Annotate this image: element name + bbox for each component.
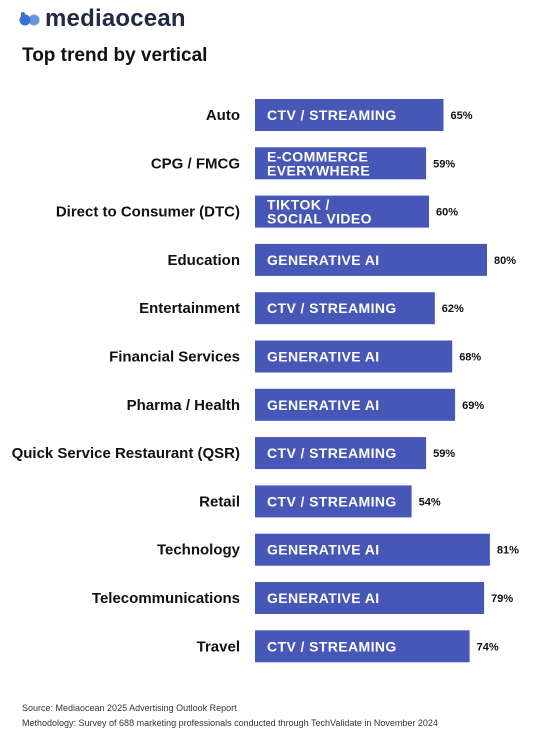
bar-trend-label: CTV / STREAMING	[267, 107, 397, 123]
bar	[255, 147, 427, 180]
value-label: 68%	[459, 352, 481, 364]
category-label: Telecommunications	[92, 590, 240, 607]
page-title: Top trend by vertical	[22, 45, 208, 66]
bar-trend-label: GENERATIVE AI	[267, 542, 380, 558]
bar-trend-label: CTV / STREAMING	[267, 445, 397, 461]
category-label: Quick Service Restaurant (QSR)	[12, 445, 240, 462]
bar	[255, 99, 444, 131]
value-label: 59%	[433, 158, 455, 170]
bar	[255, 437, 427, 470]
category-label: Education	[167, 252, 240, 269]
bar	[255, 340, 453, 373]
value-label: 74%	[477, 641, 499, 653]
brand-name: mediaocean	[45, 5, 186, 32]
value-label: 65%	[451, 110, 473, 122]
bar-trend-label: GENERATIVE AI	[267, 397, 380, 413]
bar-trend-label: TIKTOK /	[267, 197, 330, 213]
bar	[255, 630, 470, 663]
brand-logo: mediaocean	[19, 5, 186, 32]
bar-trend-label: GENERATIVE AI	[267, 252, 380, 268]
bar-trend-label: SOCIAL VIDEO	[267, 211, 372, 227]
mediaocean-logo-icon	[19, 12, 40, 26]
methodology-note: Methodology: Survey of 688 marketing pro…	[22, 718, 438, 728]
bar-trend-label: CTV / STREAMING	[267, 638, 397, 654]
value-label: 54%	[419, 496, 441, 508]
bar	[255, 195, 429, 228]
bar	[255, 292, 435, 325]
bar-trend-label: GENERATIVE AI	[267, 349, 380, 365]
category-label: Entertainment	[139, 300, 240, 317]
value-label: 80%	[494, 255, 516, 267]
chart-background	[0, 86, 538, 669]
category-label: Travel	[197, 638, 240, 655]
value-label: 79%	[491, 593, 513, 605]
bar-trend-label: CTV / STREAMING	[267, 300, 397, 316]
category-label: Financial Services	[109, 349, 240, 366]
category-label: CPG / FMCG	[151, 155, 240, 172]
category-label: Direct to Consumer (DTC)	[56, 204, 240, 221]
value-label: 81%	[497, 545, 519, 557]
category-label: Retail	[199, 493, 240, 510]
bar	[255, 533, 490, 566]
bar-trend-label: E-COMMERCE	[267, 148, 368, 164]
bar	[255, 485, 412, 518]
bar	[255, 582, 485, 614]
source-note: Source: Mediaocean 2025 Advertising Outl…	[22, 703, 237, 713]
bar	[255, 243, 487, 276]
value-label: 62%	[442, 303, 464, 315]
bar-trend-label: CTV / STREAMING	[267, 493, 397, 509]
chart-footer: Source: Mediaocean 2025 Advertising Outl…	[22, 701, 438, 731]
category-label: Auto	[206, 107, 240, 124]
bar-trend-label: EVERYWHERE	[267, 162, 370, 178]
value-label: 59%	[433, 448, 455, 460]
bar	[255, 388, 456, 421]
value-label: 60%	[436, 207, 458, 219]
bar-trend-label: GENERATIVE AI	[267, 590, 380, 606]
category-label: Technology	[157, 542, 241, 559]
category-label: Pharma / Health	[127, 397, 240, 414]
value-label: 69%	[462, 400, 484, 412]
bar-chart: CTV / STREAMING Auto 65% E-COMMERCEEVERYWHE…	[12, 99, 519, 663]
